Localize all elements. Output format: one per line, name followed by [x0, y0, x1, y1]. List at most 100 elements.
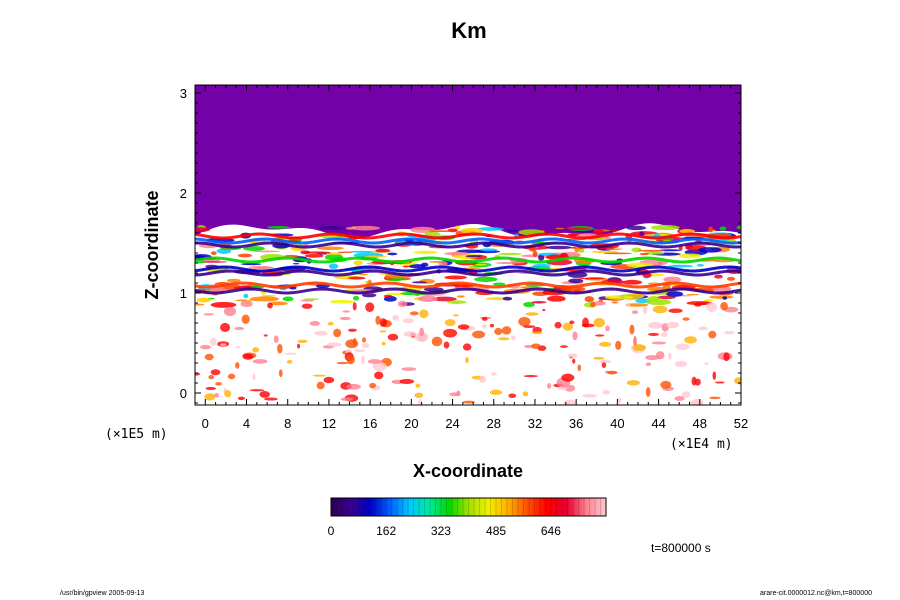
heatmap-cell — [631, 247, 642, 253]
heatmap-cell — [413, 250, 438, 255]
heatmap-cell — [241, 314, 250, 324]
heatmap-cell — [555, 227, 565, 230]
heatmap-cell — [296, 343, 301, 349]
heatmap-cell — [462, 400, 476, 404]
heatmap-cell — [479, 248, 497, 252]
heatmap-cell — [431, 296, 457, 302]
x-axis-label: X-coordinate — [413, 461, 523, 481]
heatmap-cell — [414, 392, 424, 398]
heatmap-cell — [736, 225, 741, 230]
heatmap-cell — [235, 362, 240, 369]
heatmap-cell — [443, 332, 453, 335]
heatmap-cell — [722, 296, 727, 300]
heatmap-cell — [362, 337, 366, 343]
heatmap-cell — [237, 253, 253, 258]
heatmap-cell — [223, 306, 237, 317]
heatmap-cell — [454, 225, 461, 230]
heatmap-cell — [354, 349, 366, 352]
heatmap-cell — [497, 252, 522, 256]
colorbar-tick-label: 323 — [431, 524, 451, 538]
heatmap-cell — [199, 345, 212, 350]
heatmap-cell — [210, 369, 221, 376]
heatmap-cell — [387, 252, 398, 256]
x-tick-label: 52 — [734, 416, 748, 431]
heatmap-cell — [482, 324, 487, 329]
heatmap-cell — [363, 255, 387, 258]
heatmap-cell — [584, 296, 594, 303]
heatmap-cell — [349, 250, 374, 253]
heatmap-cell — [337, 251, 354, 254]
heatmap-cell — [674, 360, 688, 367]
heatmap-cell — [626, 380, 641, 386]
y-tick-label: 2 — [180, 186, 187, 201]
heatmap-cell — [316, 381, 325, 390]
heatmap-band — [195, 237, 741, 245]
heatmap-cell — [679, 253, 702, 259]
heatmap-cell — [479, 375, 486, 383]
x-tick-label: 24 — [445, 416, 459, 431]
heatmap-cell — [226, 278, 241, 283]
heatmap-cell — [645, 362, 652, 366]
heatmap-cell — [645, 299, 672, 306]
heatmap-band — [195, 287, 741, 295]
heatmap-cell — [723, 330, 736, 335]
heatmap-cell — [598, 359, 612, 364]
heatmap-cell — [652, 305, 668, 314]
heatmap-cell — [606, 370, 618, 375]
heatmap-cell — [428, 230, 454, 233]
heatmap-cell — [675, 343, 690, 350]
heatmap-cell — [456, 390, 461, 397]
heatmap-cell — [397, 300, 408, 308]
heatmap-cell — [424, 231, 441, 237]
heatmap-cell — [446, 300, 467, 304]
heatmap-cell — [696, 264, 704, 267]
heatmap-cell — [577, 364, 582, 372]
heatmap-cell — [328, 263, 339, 269]
heatmap-cell — [476, 227, 504, 231]
heatmap-cell — [210, 251, 217, 256]
heatmap-cell — [611, 301, 619, 304]
heatmap-cell — [419, 309, 429, 319]
x-tick-label: 40 — [610, 416, 624, 431]
heatmap-cell — [523, 301, 535, 308]
heatmap-cell — [489, 389, 503, 395]
heatmap-cell — [392, 314, 399, 321]
y-axis-ticks: 0 1 2 3 — [180, 86, 741, 404]
heatmap-cell — [531, 343, 541, 349]
heatmap-cell — [655, 351, 665, 360]
heatmap-cell — [632, 337, 637, 345]
heatmap-cell — [361, 293, 377, 298]
heatmap-cell — [682, 317, 690, 321]
x-tick-label: 12 — [322, 416, 336, 431]
heatmap-cell — [567, 353, 578, 358]
heatmap-cell — [391, 380, 395, 384]
heatmap-cell — [309, 321, 320, 326]
heatmap-cell — [666, 291, 684, 297]
heatmap-cell — [615, 340, 622, 350]
heatmap-cell — [196, 297, 211, 303]
heatmap-cell — [410, 226, 436, 234]
heatmap-cell — [706, 302, 718, 313]
x-axis-ticks: 0 4 8 12 16 20 24 28 32 36 40 44 48 52 — [202, 85, 748, 431]
heatmap-cell — [691, 398, 704, 405]
y-tick-label: 3 — [180, 86, 187, 101]
heatmap-cell — [523, 325, 536, 329]
heatmap-cell — [243, 246, 265, 251]
plot-area — [195, 85, 741, 405]
heatmap-cell — [297, 339, 308, 343]
heatmap-cell — [651, 341, 667, 345]
heatmap-cell — [208, 374, 215, 380]
heatmap-cell — [263, 334, 268, 337]
heatmap-cell — [642, 306, 648, 314]
heatmap-cell — [263, 397, 278, 401]
heatmap-cell — [327, 321, 334, 326]
x-tick-label: 0 — [202, 416, 209, 431]
heatmap-cell — [267, 225, 290, 229]
heatmap-cell — [632, 344, 647, 351]
heatmap-cell — [345, 339, 359, 349]
heatmap-cell — [518, 316, 531, 327]
heatmap-cell — [525, 312, 539, 316]
heatmap-cell — [605, 325, 610, 332]
heatmap-cell — [532, 263, 551, 268]
heatmap-cell — [358, 273, 368, 276]
